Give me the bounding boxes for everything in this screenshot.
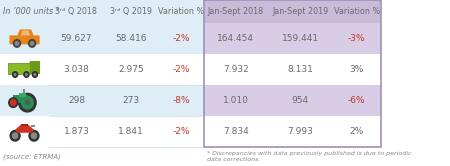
Bar	[0, 23, 204, 54]
Text: * Discrepancies with data previously published is due to periodic
data correctio: * Discrepancies with data previously pub…	[207, 151, 411, 162]
Text: 3%: 3%	[350, 65, 364, 74]
Text: 3ʳᵈ Q 2019: 3ʳᵈ Q 2019	[110, 7, 152, 16]
Bar	[0, 147, 381, 166]
Circle shape	[31, 132, 37, 139]
Circle shape	[23, 71, 30, 78]
Bar	[0, 54, 204, 85]
Text: Jan-Sept 2018: Jan-Sept 2018	[208, 7, 264, 16]
Text: 7.932: 7.932	[223, 65, 249, 74]
Text: 2.975: 2.975	[118, 65, 144, 74]
Bar	[0, 0, 204, 23]
Circle shape	[13, 39, 21, 48]
Bar	[8, 63, 30, 74]
Text: 59.627: 59.627	[61, 34, 92, 43]
Bar	[19, 93, 27, 97]
Circle shape	[15, 41, 19, 46]
Circle shape	[30, 41, 35, 46]
Polygon shape	[21, 30, 30, 35]
Circle shape	[28, 39, 36, 48]
Circle shape	[14, 73, 17, 76]
Text: 1.873: 1.873	[63, 127, 90, 136]
Bar	[21, 124, 28, 126]
Bar	[0, 116, 204, 147]
Circle shape	[12, 132, 18, 139]
Text: 3.038: 3.038	[63, 65, 90, 74]
Bar	[30, 63, 40, 74]
Circle shape	[25, 100, 30, 105]
Bar	[0, 85, 204, 116]
Circle shape	[8, 97, 18, 108]
Text: In ’000 units *: In ’000 units *	[3, 7, 59, 16]
Text: (source: ETRMA): (source: ETRMA)	[3, 153, 61, 160]
Bar	[204, 0, 381, 23]
Circle shape	[18, 93, 37, 113]
Text: 7.993: 7.993	[287, 127, 313, 136]
Circle shape	[25, 73, 28, 76]
Text: -6%: -6%	[348, 96, 365, 105]
Bar	[22, 89, 25, 95]
Text: Variation %: Variation %	[158, 7, 204, 16]
Circle shape	[9, 130, 21, 142]
Text: 954: 954	[292, 96, 309, 105]
Bar	[204, 116, 381, 147]
Text: -2%: -2%	[172, 127, 190, 136]
Text: 58.416: 58.416	[115, 34, 147, 43]
Text: -8%: -8%	[172, 96, 190, 105]
Bar	[13, 95, 28, 103]
Text: 298: 298	[68, 96, 85, 105]
Circle shape	[10, 99, 17, 106]
Text: 8.131: 8.131	[287, 65, 313, 74]
Circle shape	[32, 71, 38, 78]
Text: -2%: -2%	[172, 34, 190, 43]
Text: Variation %: Variation %	[333, 7, 380, 16]
Polygon shape	[17, 29, 34, 36]
Circle shape	[33, 73, 36, 76]
Polygon shape	[15, 125, 34, 133]
Circle shape	[21, 96, 34, 110]
Text: -2%: -2%	[172, 65, 190, 74]
Bar	[31, 125, 35, 127]
Text: Jan-Sept 2019: Jan-Sept 2019	[272, 7, 328, 16]
Bar	[204, 23, 381, 54]
Text: 273: 273	[122, 96, 140, 105]
Bar	[204, 0, 381, 147]
Text: 7.834: 7.834	[223, 127, 249, 136]
Circle shape	[28, 130, 40, 142]
FancyBboxPatch shape	[30, 61, 40, 65]
Text: 2%: 2%	[350, 127, 364, 136]
Text: 159.441: 159.441	[282, 34, 319, 43]
Bar	[204, 85, 381, 116]
Circle shape	[12, 71, 18, 78]
Text: 3ʳᵈ Q 2018: 3ʳᵈ Q 2018	[55, 7, 97, 16]
Text: 164.454: 164.454	[217, 34, 254, 43]
Bar	[204, 54, 381, 85]
Text: 1.841: 1.841	[118, 127, 144, 136]
Text: -3%: -3%	[348, 34, 365, 43]
Text: 1.010: 1.010	[223, 96, 249, 105]
FancyBboxPatch shape	[9, 35, 40, 44]
